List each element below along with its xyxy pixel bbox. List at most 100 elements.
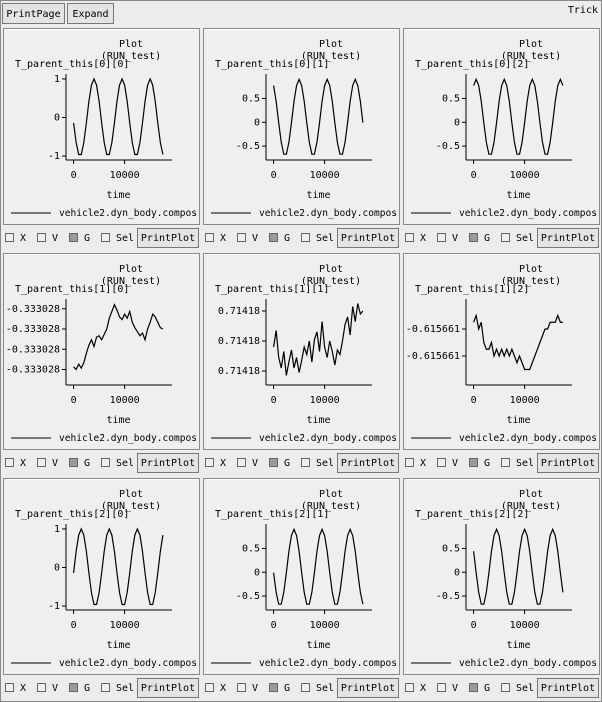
checkbox-label[interactable]: G [84, 233, 90, 244]
checkbox[interactable] [5, 458, 14, 467]
checkbox[interactable] [469, 233, 478, 242]
checkbox-label[interactable]: X [20, 683, 26, 694]
y-axis-label: T_parent_this[1][1] [215, 284, 329, 295]
checkbox[interactable] [101, 233, 110, 242]
checkbox-label[interactable]: G [284, 683, 290, 694]
checkbox-label[interactable]: V [52, 458, 58, 469]
checkbox-label[interactable]: G [484, 458, 490, 469]
checkbox-label[interactable]: G [484, 683, 490, 694]
checkbox[interactable] [237, 233, 246, 242]
checkbox[interactable] [269, 233, 278, 242]
checkbox-label[interactable]: V [452, 683, 458, 694]
checkbox[interactable] [501, 233, 510, 242]
print-plot-button[interactable]: PrintPlot [341, 683, 395, 694]
checkbox[interactable] [101, 458, 110, 467]
checkbox[interactable] [269, 458, 278, 467]
checkbox[interactable] [237, 683, 246, 692]
app-label: Trick [568, 5, 598, 16]
checkbox[interactable] [405, 458, 414, 467]
checkbox-label[interactable]: X [420, 233, 426, 244]
checkbox-label[interactable]: Sel [516, 458, 534, 469]
checkbox[interactable] [205, 683, 214, 692]
checkbox-label[interactable]: Sel [316, 458, 334, 469]
checkbox[interactable] [437, 233, 446, 242]
checkbox-label[interactable]: Sel [316, 233, 334, 244]
button-frame[interactable] [2, 3, 65, 24]
print-plot-button[interactable]: PrintPlot [541, 683, 595, 694]
checkbox[interactable] [469, 458, 478, 467]
checkbox-label[interactable]: Sel [116, 233, 134, 244]
button-frame[interactable] [337, 678, 399, 698]
checkbox-label[interactable]: X [420, 683, 426, 694]
checkbox[interactable] [501, 458, 510, 467]
checkbox-label[interactable]: Sel [316, 683, 334, 694]
button-frame[interactable] [137, 228, 199, 248]
checkbox[interactable] [301, 458, 310, 467]
checkbox[interactable] [301, 233, 310, 242]
button-frame[interactable] [337, 228, 399, 248]
checkbox-label[interactable]: V [52, 233, 58, 244]
button-frame[interactable] [537, 678, 599, 698]
x-tick-label: 0 [71, 620, 77, 631]
checkbox-label[interactable]: V [452, 458, 458, 469]
checkbox[interactable] [301, 683, 310, 692]
checkbox[interactable] [37, 233, 46, 242]
print-plot-button[interactable]: PrintPlot [541, 233, 595, 244]
checkbox-label[interactable]: X [20, 458, 26, 469]
checkbox[interactable] [437, 683, 446, 692]
y-tick-label: -0.5 [436, 141, 460, 152]
checkbox[interactable] [237, 458, 246, 467]
checkbox-label[interactable]: Sel [516, 233, 534, 244]
print-plot-button[interactable]: PrintPlot [341, 458, 395, 469]
checkbox-label[interactable]: V [252, 458, 258, 469]
checkbox[interactable] [5, 233, 14, 242]
checkbox-label[interactable]: Sel [116, 683, 134, 694]
x-axis-label: time [506, 190, 530, 201]
button-frame[interactable] [137, 453, 199, 473]
checkbox[interactable] [69, 458, 78, 467]
checkbox-label[interactable]: G [84, 683, 90, 694]
checkbox-label[interactable]: V [252, 683, 258, 694]
checkbox-label[interactable]: V [452, 233, 458, 244]
checkbox-label[interactable]: X [220, 233, 226, 244]
print-page-button[interactable]: PrintPage [6, 9, 60, 20]
checkbox[interactable] [469, 683, 478, 692]
checkbox[interactable] [101, 683, 110, 692]
y-tick-label: 0.5 [442, 543, 460, 554]
checkbox-label[interactable]: X [220, 683, 226, 694]
checkbox[interactable] [405, 233, 414, 242]
checkbox-label[interactable]: G [284, 458, 290, 469]
checkbox-label[interactable]: G [284, 233, 290, 244]
checkbox-label[interactable]: Sel [516, 683, 534, 694]
checkbox-label[interactable]: G [484, 233, 490, 244]
button-frame[interactable] [537, 453, 599, 473]
checkbox[interactable] [5, 683, 14, 692]
checkbox[interactable] [205, 233, 214, 242]
button-frame[interactable] [67, 3, 114, 24]
checkbox-label[interactable]: V [52, 683, 58, 694]
checkbox[interactable] [69, 683, 78, 692]
button-frame[interactable] [337, 453, 399, 473]
checkbox[interactable] [37, 458, 46, 467]
print-plot-button[interactable]: PrintPlot [141, 683, 195, 694]
checkbox[interactable] [405, 683, 414, 692]
checkbox-label[interactable]: X [220, 458, 226, 469]
print-plot-button[interactable]: PrintPlot [141, 233, 195, 244]
checkbox[interactable] [437, 458, 446, 467]
checkbox-label[interactable]: Sel [116, 458, 134, 469]
print-plot-button[interactable]: PrintPlot [141, 458, 195, 469]
checkbox[interactable] [269, 683, 278, 692]
checkbox-label[interactable]: V [252, 233, 258, 244]
checkbox-label[interactable]: X [20, 233, 26, 244]
checkbox[interactable] [37, 683, 46, 692]
checkbox[interactable] [501, 683, 510, 692]
checkbox[interactable] [205, 458, 214, 467]
checkbox-label[interactable]: X [420, 458, 426, 469]
button-frame[interactable] [137, 678, 199, 698]
print-plot-button[interactable]: PrintPlot [541, 458, 595, 469]
print-plot-button[interactable]: PrintPlot [341, 233, 395, 244]
button-frame[interactable] [537, 228, 599, 248]
checkbox[interactable] [69, 233, 78, 242]
checkbox-label[interactable]: G [84, 458, 90, 469]
expand-button[interactable]: Expand [72, 9, 108, 20]
